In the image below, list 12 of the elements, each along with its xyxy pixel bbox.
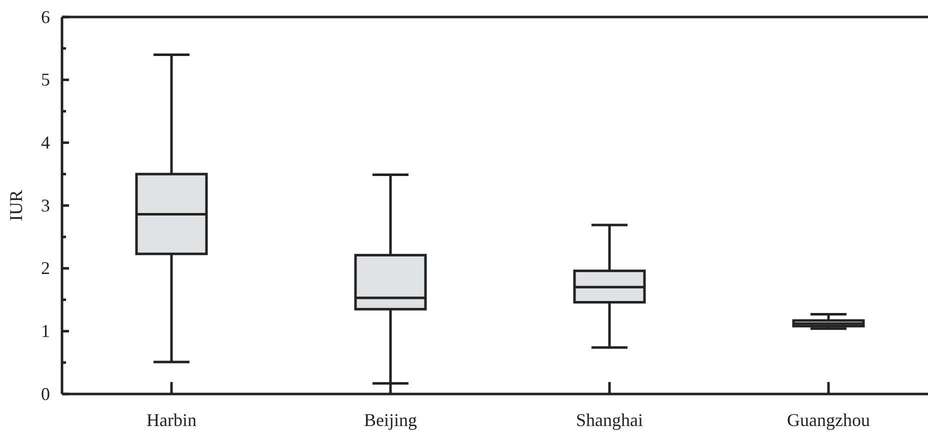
y-tick-label: 0	[41, 384, 50, 404]
y-tick-label: 6	[41, 6, 50, 27]
y-tick-label: 3	[41, 195, 50, 216]
x-tick-label: Harbin	[146, 410, 196, 430]
y-tick-label: 1	[41, 320, 50, 341]
y-axis-title: IUR	[6, 190, 26, 221]
x-tick-label: Shanghai	[576, 410, 643, 430]
y-tick-label: 4	[41, 132, 50, 152]
y-tick-label: 5	[41, 70, 50, 90]
y-tick-label: 2	[41, 258, 50, 278]
x-tick-label: Beijing	[364, 410, 417, 430]
x-tick-label: Guangzhou	[787, 410, 870, 430]
